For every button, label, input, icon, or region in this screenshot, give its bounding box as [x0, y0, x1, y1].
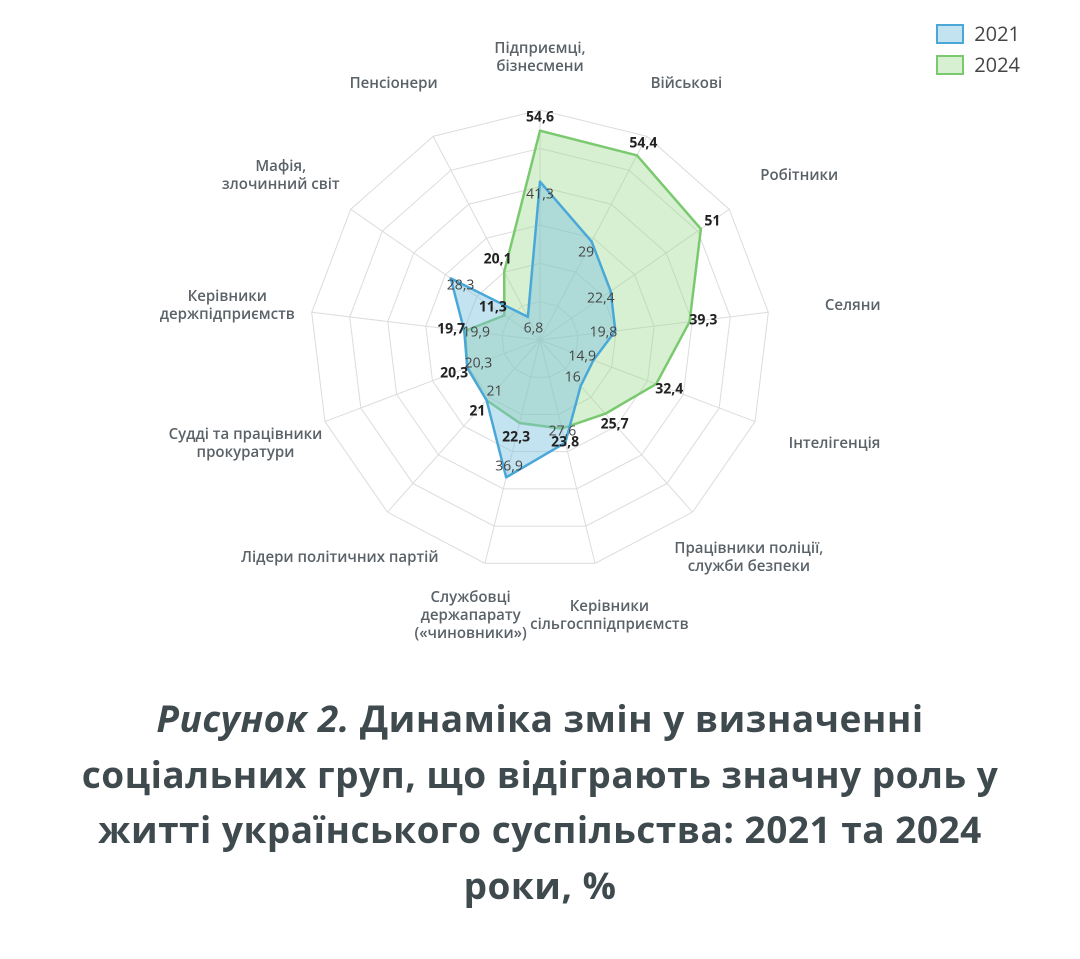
- legend-item: 2024: [936, 51, 1020, 78]
- axis-label: Робітники: [709, 166, 889, 184]
- legend-label: 2021: [974, 20, 1020, 47]
- legend-swatch: [936, 24, 964, 44]
- value-label: 11,3: [479, 298, 507, 317]
- value-label: 23,8: [551, 433, 579, 452]
- value-label: 21: [469, 401, 485, 420]
- legend-item: 2021: [936, 20, 1020, 47]
- legend: 2021 2024: [936, 20, 1020, 82]
- value-label: 36,9: [495, 456, 523, 475]
- axis-label: Мафія,злочинний світ: [191, 157, 371, 193]
- axis-label: Керівникидержпідприємств: [137, 287, 317, 323]
- axis-label: Лідери політичних партій: [241, 548, 421, 566]
- value-label: 22,4: [587, 289, 615, 308]
- value-label: 16: [565, 367, 581, 386]
- axis-label: Підприємці,бізнесмени: [450, 39, 630, 75]
- axis-label: Селяни: [763, 296, 943, 314]
- axis-label: Судді та працівникипрокуратури: [155, 425, 335, 461]
- axis-label: Службовці держапарату(«чиновники»): [381, 588, 561, 642]
- value-label: 22,3: [502, 427, 530, 446]
- legend-swatch: [936, 55, 964, 75]
- radar-svg: [0, 0, 1080, 680]
- axis-label: Інтелігенція: [745, 434, 925, 452]
- axis-label: Пенсіонери: [304, 74, 484, 92]
- value-label: 28,3: [447, 276, 475, 295]
- value-label: 41,3: [526, 184, 554, 203]
- figure-caption: Рисунок 2. Динаміка змін у визначенні со…: [40, 690, 1040, 912]
- axis-label: Військові: [596, 74, 776, 92]
- legend-label: 2024: [974, 51, 1020, 78]
- value-label: 54,4: [629, 133, 657, 152]
- axis-label: Працівники поліції,служби безпеки: [659, 539, 839, 575]
- value-label: 19,9: [462, 323, 490, 342]
- value-label: 32,4: [655, 380, 683, 399]
- radar-chart: 2021 2024 Підприємці,бізнесмениВійськові Р…: [0, 0, 1080, 680]
- value-label: 29: [578, 243, 594, 262]
- value-label: 39,3: [689, 311, 717, 330]
- value-label: 20,3: [465, 354, 493, 373]
- value-label: 25,7: [601, 415, 629, 434]
- value-label: 14,9: [568, 346, 596, 365]
- value-label: 51: [704, 211, 720, 230]
- value-label: 20,1: [484, 250, 512, 269]
- value-label: 54,6: [526, 107, 554, 126]
- value-label: 21: [487, 382, 503, 401]
- value-label: 19,7: [437, 320, 465, 339]
- value-label: 20,3: [440, 363, 468, 382]
- value-label: 19,8: [590, 323, 618, 342]
- value-label: 6,8: [524, 318, 544, 337]
- figure-label: Рисунок 2.: [156, 692, 349, 743]
